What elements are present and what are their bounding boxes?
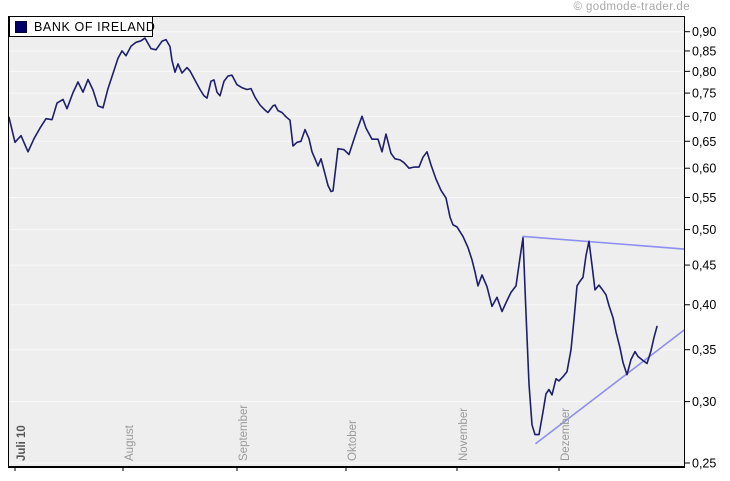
y-axis-label: 0,70	[692, 110, 716, 124]
x-axis-label: Dezember	[560, 408, 572, 461]
y-axis-label: 0,55	[692, 191, 716, 205]
legend-series-label: BANK OF IRELAND	[34, 19, 156, 34]
y-axis-label: 0,40	[692, 298, 716, 312]
x-axis-label: Juli 10	[16, 425, 28, 461]
x-axis-label: August	[124, 424, 136, 461]
legend-color-swatch-icon	[15, 20, 27, 33]
y-axis-label: 0,35	[692, 343, 716, 357]
y-axis-label: 0,25	[692, 457, 716, 471]
legend-box: BANK OF IRELAND	[9, 16, 156, 37]
x-axis-label: Oktober	[347, 420, 359, 461]
y-axis-label: 0,80	[692, 65, 716, 79]
y-axis-label: 0,65	[692, 135, 716, 149]
ascending-support-trendline	[535, 329, 685, 445]
x-axis-label: November	[458, 408, 470, 461]
y-axis-label: 0,90	[692, 25, 716, 39]
price-line	[8, 37, 658, 436]
plot-area	[9, 17, 684, 466]
descending-resistance-trendline	[522, 235, 685, 250]
y-axis-label: 0,50	[692, 223, 716, 237]
watermark: © godmode-trader.de	[573, 1, 690, 13]
y-axis-label: 0,30	[692, 395, 716, 409]
y-axis-label: 0,45	[692, 259, 716, 273]
y-axis-label: 0,75	[692, 87, 716, 101]
y-axis-label: 0,60	[692, 162, 716, 176]
x-axis-label: September	[238, 405, 250, 461]
y-axis-label: 0,85	[692, 44, 716, 58]
